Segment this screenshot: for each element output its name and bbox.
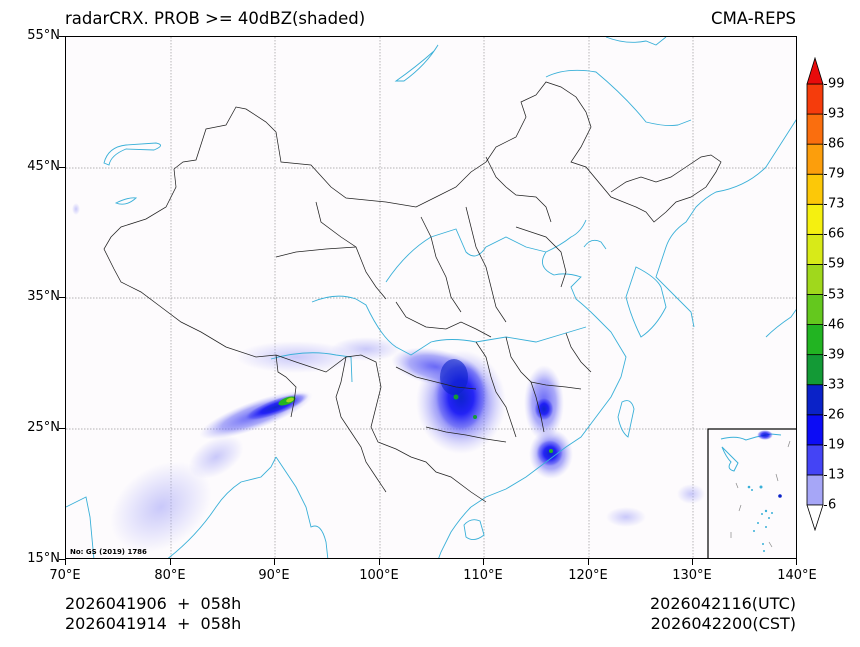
colorbar-tick <box>824 505 827 506</box>
colorbar-tick <box>824 414 827 416</box>
colorbar-segment <box>806 384 824 416</box>
colorbar-level-label: 19 <box>828 437 845 453</box>
colorbar-tick <box>824 444 827 446</box>
colorbar-under-arrow <box>806 504 824 531</box>
colorbar-level-label: 59 <box>828 256 845 272</box>
colorbar-level-label: 39 <box>828 347 845 363</box>
colorbar-tick <box>824 174 827 176</box>
colorbar-tick <box>824 234 827 236</box>
colorbar-level-label: 66 <box>828 226 845 242</box>
colorbar-segment <box>806 83 824 115</box>
x-tick-110e: 110°E <box>463 568 503 583</box>
x-tick-mark <box>274 559 276 565</box>
init-time-utc: 2026041906 + 058h <box>65 594 242 613</box>
colorbar-tick <box>824 84 827 85</box>
colorbar-segment <box>806 414 824 446</box>
x-tick-mark <box>65 559 67 565</box>
colorbar-level-label: 33 <box>828 377 845 393</box>
y-tick-mark <box>59 167 65 169</box>
map-plot-area[interactable]: No: GS (2019) 1786 <box>65 36 797 559</box>
valid-time-cst: 2026042200(CST) <box>650 614 796 633</box>
colorbar <box>806 57 824 531</box>
colorbar-level-label: 53 <box>828 287 845 302</box>
x-tick-70e: 70°E <box>49 568 81 583</box>
colorbar-segment <box>806 113 824 145</box>
x-tick-mark <box>796 559 798 565</box>
colorbar-over-arrow <box>806 57 824 85</box>
colorbar-level-label: 79 <box>828 166 845 182</box>
init-time-cst: 2026041914 + 058h <box>65 614 242 633</box>
x-tick-90e: 90°E <box>258 568 290 583</box>
colorbar-tick <box>824 384 827 386</box>
colorbar-level-label: 99 <box>828 76 845 92</box>
x-tick-mark <box>379 559 381 565</box>
colorbar-segment <box>806 444 824 476</box>
colorbar-tick <box>824 324 827 326</box>
colorbar-segment <box>806 264 824 295</box>
colorbar-tick <box>824 354 827 356</box>
colorbar-tick <box>824 264 827 266</box>
x-tick-mark <box>692 559 694 565</box>
y-tick-25n: 25°N <box>27 420 60 435</box>
model-name: CMA-REPS <box>711 9 796 28</box>
y-tick-mark <box>59 297 65 299</box>
colorbar-level-label: 86 <box>828 136 845 152</box>
x-tick-80e: 80°E <box>154 568 186 583</box>
y-tick-35n: 35°N <box>27 289 60 304</box>
colorbar-segment <box>806 474 824 506</box>
plot-title: radarCRX. PROB >= 40dBZ(shaded) <box>65 9 366 28</box>
x-tick-140e: 140°E <box>777 568 817 583</box>
y-tick-mark <box>59 36 65 38</box>
colorbar-segment <box>806 143 824 175</box>
colorbar-level-label: 73 <box>828 196 845 212</box>
y-tick-45n: 45°N <box>27 159 60 174</box>
map-canvas <box>66 37 796 558</box>
y-tick-55n: 55°N <box>27 28 60 43</box>
colorbar-level-label: 6 <box>828 497 837 513</box>
valid-time-utc: 2026042116(UTC) <box>650 594 796 613</box>
colorbar-level-label: 13 <box>828 467 845 483</box>
y-tick-mark <box>59 428 65 430</box>
colorbar-tick <box>824 144 827 146</box>
map-credit: No: GS (2019) 1786 <box>70 548 147 556</box>
x-tick-100e: 100°E <box>359 568 399 583</box>
colorbar-segment <box>806 354 824 386</box>
colorbar-tick <box>824 474 827 476</box>
colorbar-level-label: 46 <box>828 317 845 333</box>
colorbar-level-label: 26 <box>828 407 845 423</box>
x-tick-mark <box>483 559 485 565</box>
colorbar-segments <box>806 83 824 506</box>
valid-time-block: 2026042116(UTC) 2026042200(CST) <box>650 594 796 634</box>
colorbar-segment <box>806 324 824 356</box>
x-tick-mark <box>588 559 590 565</box>
y-tick-15n: 15°N <box>27 551 60 566</box>
south-china-sea-inset <box>707 428 796 558</box>
boundaries <box>103 81 722 503</box>
colorbar-tick <box>824 114 827 116</box>
x-tick-120e: 120°E <box>568 568 608 583</box>
colorbar-tick <box>824 294 827 296</box>
colorbar-segment <box>806 294 824 325</box>
init-time-block: 2026041906 + 058h 2026041914 + 058h <box>65 594 241 634</box>
probability-shading <box>72 203 705 553</box>
colorbar-segment <box>806 233 824 265</box>
y-tick-mark <box>59 559 65 561</box>
x-tick-mark <box>170 559 172 565</box>
colorbar-segment <box>806 203 824 235</box>
colorbar-level-label: 93 <box>828 106 845 122</box>
x-tick-130e: 130°E <box>672 568 712 583</box>
colorbar-tick <box>824 204 827 206</box>
colorbar-segment <box>806 173 824 205</box>
